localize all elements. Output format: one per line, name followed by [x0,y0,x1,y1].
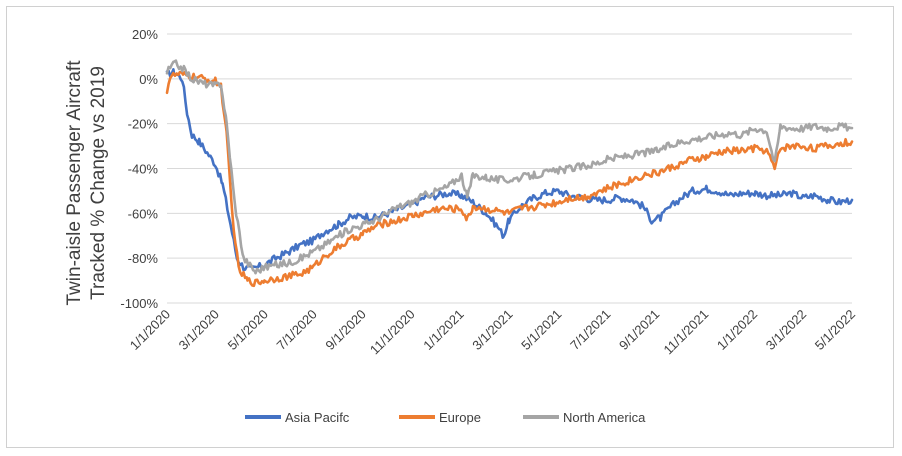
y-tick-label: 20% [132,27,158,42]
y-tick-label: 0% [139,72,158,87]
x-tick-label: 1/1/2021 [420,307,466,353]
x-tick-label: 7/1/2020 [274,307,320,353]
x-tick-label: 1/1/2020 [127,307,173,353]
series-lines [165,59,854,288]
series-line-asia-pacifc [165,68,854,272]
chart-frame: 20% 0% -20% -40% -60% -80% -100% 1/1/2020 3/1/2… [6,6,894,448]
y-tick-label: -100% [120,296,158,311]
x-axis-ticks: 1/1/2020 3/1/2020 5/1/2020 7/1/2020 9/1/2020… [127,307,858,358]
y-tick-label: -40% [128,162,159,177]
x-tick-label: 3/1/2021 [469,307,515,353]
y-axis-label-line-1: Twin-aisle Passenger Aircraft [64,60,85,306]
y-axis-label-line-2: Tracked % Change vs 2019 [88,66,109,300]
y-axis-ticks: 20% 0% -20% -40% -60% -80% -100% [120,27,158,311]
x-tick-label: 3/1/2022 [763,307,809,353]
x-tick-label: 9/1/2021 [616,307,662,353]
series-line-europe [165,70,854,288]
legend: Asia Pacifc Europe North America [245,410,646,425]
x-tick-label: 11/1/2020 [367,307,418,358]
x-tick-label: 7/1/2021 [567,307,613,353]
line-chart: 20%0%-20%-40%-60%-80%-100% 1/1/2020 3/1/2… [64,27,858,425]
y-tick-label: -80% [128,251,159,266]
x-tick-label: 1/1/2022 [714,307,760,353]
legend-label: Europe [439,410,481,425]
x-tick-label: 3/1/2020 [176,307,222,353]
x-tick-label: 5/1/2021 [518,307,564,353]
x-tick-label: 5/1/2022 [812,307,858,353]
x-tick-label: 9/1/2020 [322,307,368,353]
legend-label: Asia Pacifc [285,410,350,425]
series-line-north-america [165,59,854,275]
y-tick-label: -20% [128,117,159,132]
legend-label: North America [563,410,646,425]
y-tick-label: -60% [128,206,159,221]
x-tick-label: 11/1/2021 [661,307,712,358]
x-tick-label: 5/1/2020 [225,307,271,353]
